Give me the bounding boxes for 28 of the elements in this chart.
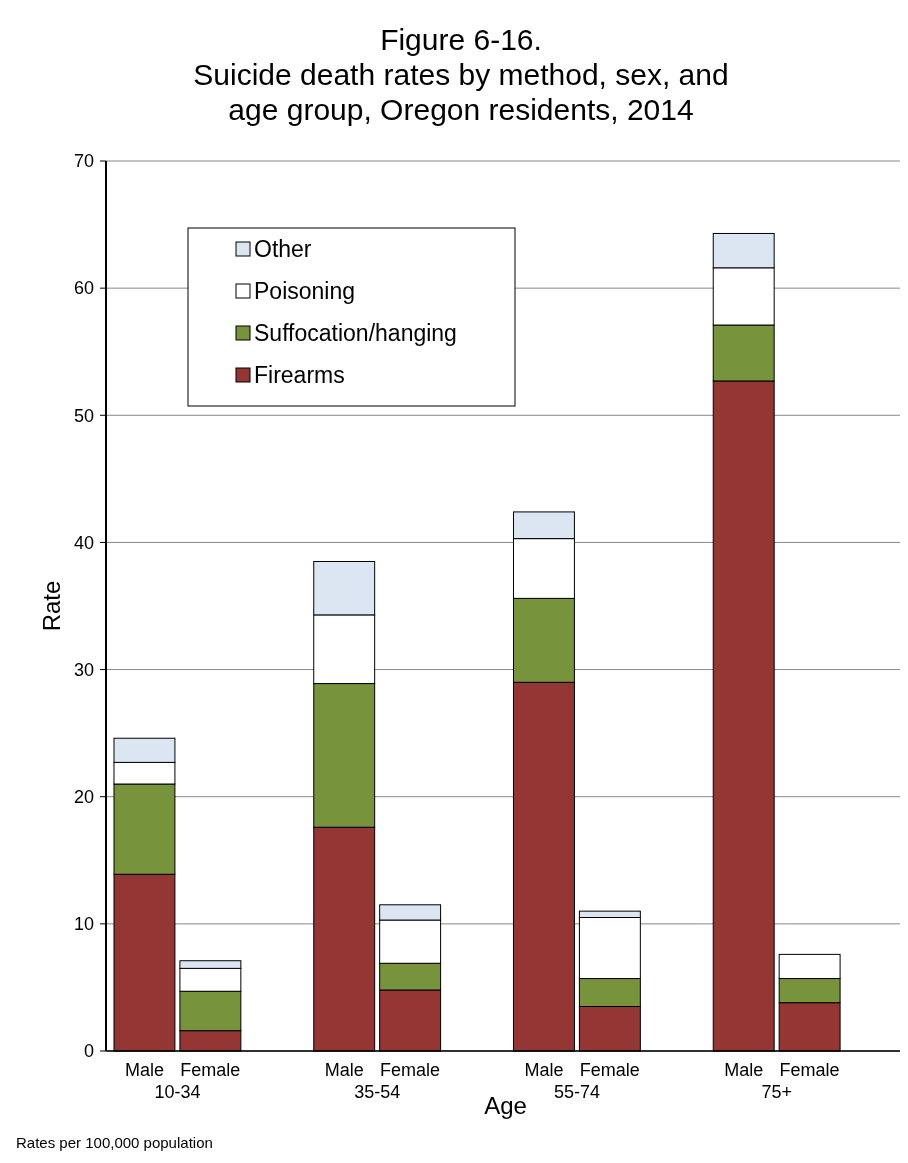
x-tick-label: Male (124, 1060, 164, 1080)
x-axis-title: Age (484, 1092, 527, 1119)
legend-label: Poisoning (254, 278, 356, 305)
text: 10-34 (154, 1082, 201, 1102)
text: 35-54 (354, 1082, 401, 1102)
y-axis-title: Rate (38, 580, 65, 632)
y-tick-label: 40 (73, 532, 94, 553)
x-tick-label: Female (579, 1060, 640, 1080)
x-tick-label: Female (779, 1060, 840, 1080)
y-tick-label: 50 (73, 405, 94, 426)
x-tick-label: Male (524, 1060, 564, 1080)
text: 55-74 (553, 1082, 600, 1102)
y-tick-label: 10 (73, 914, 94, 935)
y-tick-label: 70 (73, 151, 94, 172)
legend-label: Firearms (254, 362, 345, 389)
text: 75+ (761, 1082, 792, 1102)
legend-label: Suffocation/hanging (254, 320, 457, 347)
legend-label: Other (254, 236, 312, 263)
text: Rates per 100,000 population (16, 1134, 213, 1151)
x-tick-label: Female (180, 1060, 241, 1080)
x-tick-label: Male (724, 1060, 764, 1080)
y-tick-label: 30 (73, 659, 94, 680)
y-tick-label: 0 (83, 1041, 94, 1062)
chart-title: Figure 6-16. Suicide death rates by method, sex, and age group, Oregon residents, 2014 (193, 23, 729, 126)
y-tick-label: 60 (73, 278, 94, 299)
x-tick-label: Male (324, 1060, 364, 1080)
x-tick-label: Female (380, 1060, 441, 1080)
y-tick-label: 20 (73, 787, 94, 808)
